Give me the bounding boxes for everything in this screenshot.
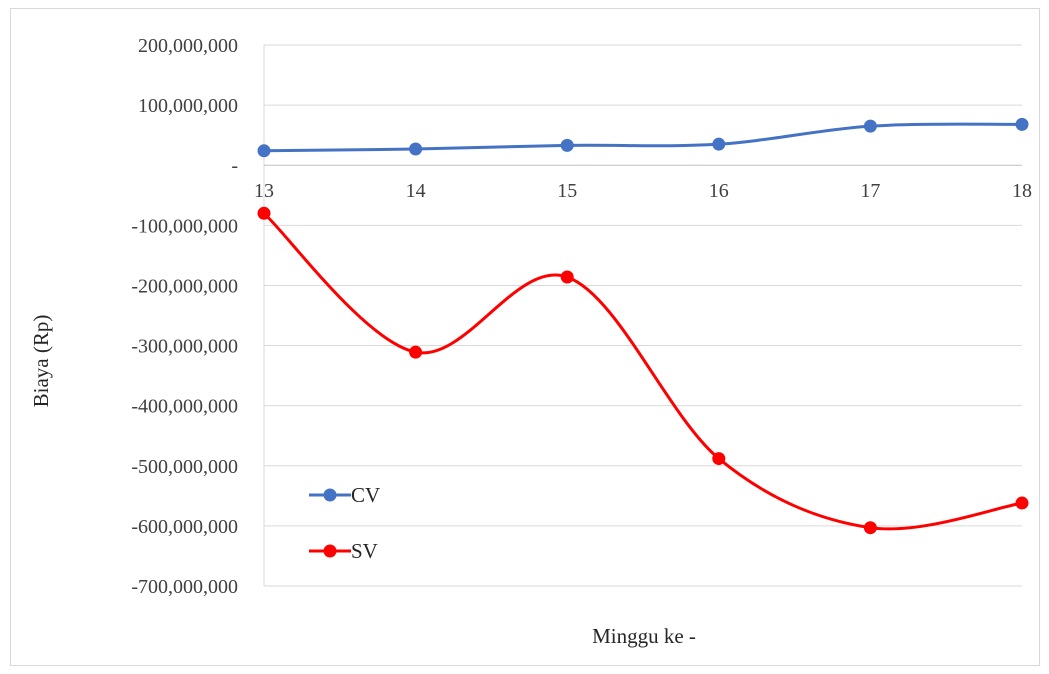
legend-label-cv: CV <box>351 483 380 507</box>
x-tick-label: 16 <box>709 180 729 202</box>
legend-label-sv: SV <box>351 539 378 563</box>
data-point-cv <box>560 138 574 152</box>
x-tick-label: 17 <box>860 180 880 202</box>
legend-marker-sv <box>323 544 337 558</box>
series-lines <box>257 117 1029 535</box>
data-point-cv <box>712 137 726 151</box>
y-tick-label: -500,000,000 <box>131 456 238 478</box>
gridlines <box>263 44 1022 587</box>
y-axis-title: Biaya (Rp) <box>29 315 53 408</box>
y-tick-label: -200,000,000 <box>131 275 238 297</box>
y-tick-label: - <box>231 155 238 177</box>
y-tick-label: -700,000,000 <box>131 576 238 598</box>
data-point-cv <box>863 119 877 133</box>
legend: CV SV <box>309 483 380 563</box>
x-tick-label: 18 <box>1012 180 1032 202</box>
data-point-sv <box>560 270 574 284</box>
y-tick-label: -300,000,000 <box>131 336 238 358</box>
data-point-sv <box>712 452 726 466</box>
line-chart: 200,000,000 100,000,000 - -100,000,000 -200,… <box>29 35 1032 648</box>
x-tick-label: 14 <box>406 180 426 202</box>
y-tick-label: -600,000,000 <box>131 516 238 538</box>
data-point-sv <box>257 206 271 220</box>
series-line-cv <box>263 122 1023 153</box>
y-tick-label: 100,000,000 <box>138 95 238 117</box>
data-point-cv <box>257 144 271 158</box>
chart-frame: 200,000,000 100,000,000 - -100,000,000 -200,… <box>10 8 1040 666</box>
y-tick-label: -400,000,000 <box>131 396 238 418</box>
series-line-sv <box>262 212 1023 531</box>
legend-marker-cv <box>323 488 337 502</box>
data-point-sv <box>1015 496 1029 510</box>
x-axis: 13 14 15 16 17 18 <box>254 164 1032 202</box>
data-point-sv <box>409 345 423 359</box>
y-axis-ticks: 200,000,000 100,000,000 - -100,000,000 -200,… <box>131 35 238 598</box>
data-point-cv <box>409 142 423 156</box>
y-tick-label: 200,000,000 <box>138 35 238 57</box>
data-point-cv <box>1015 117 1029 131</box>
data-point-sv <box>863 521 877 535</box>
x-tick-label: 13 <box>254 180 274 202</box>
x-axis-title: Minggu ke - <box>592 624 696 648</box>
y-tick-label: -100,000,000 <box>131 215 238 237</box>
x-tick-label: 15 <box>557 180 577 202</box>
